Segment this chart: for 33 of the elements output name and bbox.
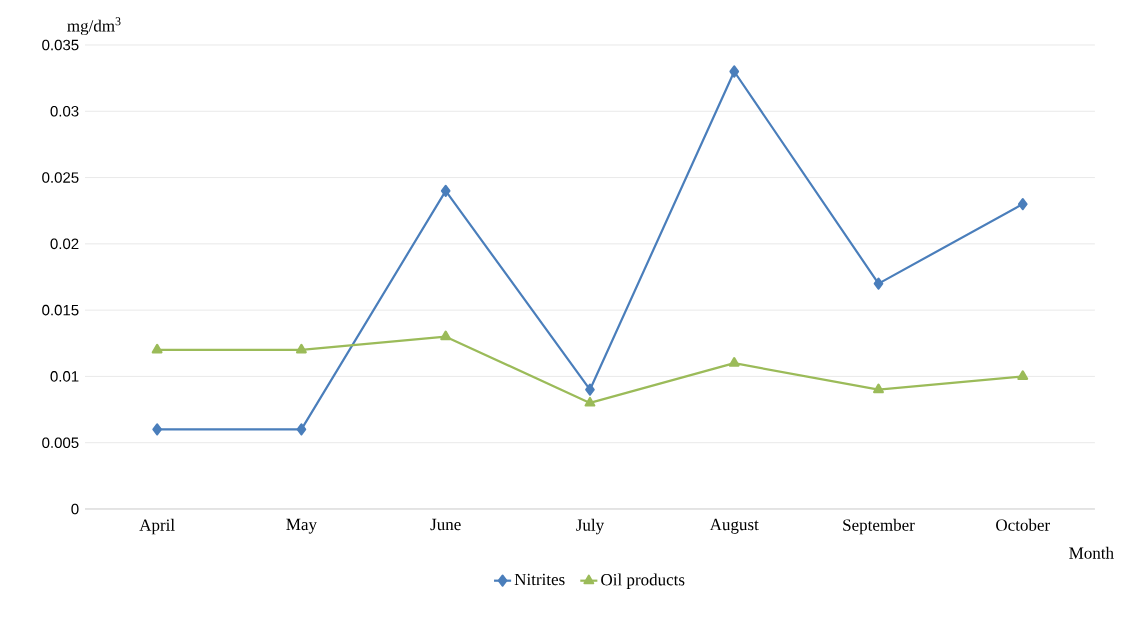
point <box>440 184 451 197</box>
point <box>1017 197 1028 211</box>
x-tick-label: August <box>709 518 759 534</box>
point <box>873 277 884 290</box>
point <box>440 330 452 341</box>
point <box>584 396 596 407</box>
y-axis-title: mg/dm$^{3}$ <box>67 17 121 36</box>
x-tick-label: May <box>286 518 317 534</box>
y-tick-label: 0.025 <box>42 172 79 183</box>
y-tick-label: 0.005 <box>42 437 79 448</box>
point <box>151 343 163 354</box>
legend-label: Oil products <box>601 573 685 589</box>
x-axis-title: Month <box>1069 546 1114 559</box>
y-tick-label: 0.03 <box>50 105 79 117</box>
y-tick-label: 0 <box>71 503 79 515</box>
x-tick-label: October <box>996 518 1050 531</box>
point <box>585 383 595 396</box>
x-tick-label: June <box>430 518 461 531</box>
point <box>728 357 740 367</box>
point <box>295 343 307 354</box>
point <box>873 383 884 394</box>
x-tick-label: April <box>139 518 175 535</box>
legend-label: Nitrites <box>514 573 565 586</box>
x-tick-label: September <box>843 518 915 535</box>
point <box>296 423 307 436</box>
y-tick-label: 0.02 <box>50 238 79 250</box>
point <box>1017 370 1029 381</box>
y-tick-label: 0.01 <box>50 371 79 382</box>
y-tick-label: 0.015 <box>42 304 79 316</box>
x-tick-label: July <box>576 518 605 535</box>
point <box>729 65 740 78</box>
y-tick-label: 0.035 <box>42 39 79 51</box>
point <box>152 423 162 436</box>
